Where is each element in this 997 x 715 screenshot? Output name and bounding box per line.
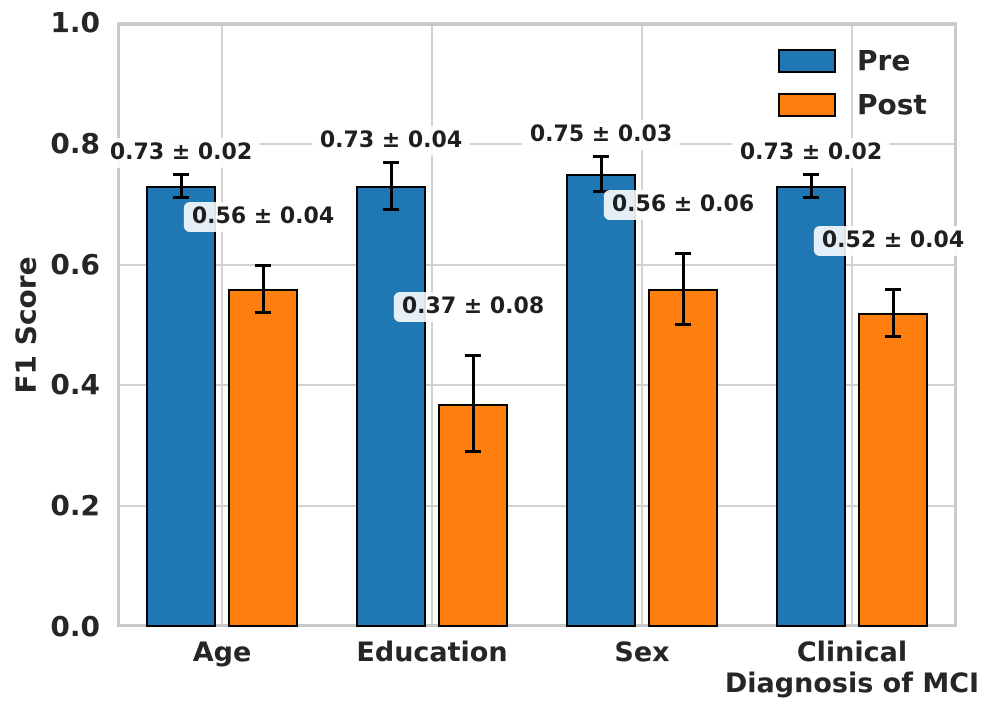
- y-tick-label-0.4: 0.4: [50, 368, 100, 402]
- legend-label-post: Post: [857, 88, 927, 121]
- value-label-pre-clinical-diagnosis-of-mci: 0.73 ± 0.02: [731, 138, 891, 168]
- gridline-x-sex: [641, 23, 643, 627]
- errorbar-cap-top-post-education: [465, 354, 481, 358]
- x-tick-label-clinical-diagnosis-of-mci: Clinical Diagnosis of MCI: [724, 637, 980, 699]
- errorbar-cap-top-post-sex: [675, 251, 691, 255]
- errorbar-cap-bottom-post-age: [255, 310, 271, 314]
- bar-pre-education: [356, 186, 426, 627]
- value-label-post-sex: 0.56 ± 0.06: [603, 189, 763, 220]
- errorbar-pre-clinical-diagnosis-of-mci: [809, 174, 813, 199]
- y-tick-label-0.6: 0.6: [50, 247, 100, 281]
- legend-label-pre: Pre: [857, 44, 911, 77]
- gridline-y-0.6: [117, 263, 957, 266]
- errorbar-post-sex: [681, 252, 685, 325]
- y-tick-label-0.0: 0.0: [50, 610, 100, 643]
- legend-swatch-post: [778, 93, 836, 117]
- errorbar-cap-bottom-pre-education: [383, 208, 399, 212]
- errorbar-pre-sex: [599, 155, 603, 193]
- errorbar-pre-age: [179, 174, 183, 199]
- errorbar-cap-bottom-pre-clinical-diagnosis-of-mci: [803, 196, 819, 200]
- errorbar-cap-bottom-pre-sex: [593, 190, 609, 194]
- legend-item-post: Post: [778, 91, 927, 119]
- errorbar-cap-bottom-post-education: [465, 449, 481, 453]
- legend-item-pre: Pre: [778, 47, 927, 75]
- y-tick-label-1.0: 1.0: [50, 6, 100, 39]
- errorbar-cap-bottom-pre-age: [173, 196, 189, 200]
- value-label-pre-age: 0.73 ± 0.02: [101, 138, 261, 168]
- x-tick-label-education: Education: [356, 637, 508, 668]
- value-label-pre-education: 0.73 ± 0.04: [311, 125, 471, 156]
- value-label-post-clinical-diagnosis-of-mci: 0.52 ± 0.04: [813, 225, 973, 256]
- y-tick-label-0.2: 0.2: [50, 489, 100, 523]
- gridline-x-clinical-diagnosis-of-mci: [851, 23, 853, 627]
- bar-post-sex: [648, 288, 718, 627]
- legend: Pre Post: [778, 47, 927, 135]
- errorbar-cap-top-pre-age: [173, 173, 189, 176]
- errorbar-cap-top-post-clinical-diagnosis-of-mci: [885, 287, 901, 291]
- errorbar-post-age: [261, 264, 265, 313]
- errorbar-cap-top-pre-sex: [593, 154, 609, 158]
- gridline-x-age: [221, 23, 223, 627]
- errorbar-post-education: [471, 355, 475, 452]
- bar-post-clinical-diagnosis-of-mci: [858, 312, 928, 627]
- value-label-post-education: 0.37 ± 0.08: [393, 292, 553, 323]
- bar-pre-clinical-diagnosis-of-mci: [776, 186, 846, 627]
- bar-pre-sex: [566, 174, 636, 627]
- x-tick-label-age: Age: [192, 637, 252, 668]
- errorbar-cap-bottom-post-clinical-diagnosis-of-mci: [885, 335, 901, 339]
- errorbar-pre-education: [389, 161, 393, 211]
- legend-swatch-pre: [778, 49, 836, 73]
- errorbar-cap-top-pre-clinical-diagnosis-of-mci: [803, 173, 819, 176]
- errorbar-post-clinical-diagnosis-of-mci: [891, 288, 895, 338]
- y-tick-label-0.8: 0.8: [50, 126, 100, 160]
- plot-area: [117, 23, 957, 627]
- gridline-y-0.2: [117, 505, 957, 508]
- bar-post-age: [228, 288, 298, 627]
- x-tick-label-sex: Sex: [614, 637, 670, 668]
- bar-post-education: [438, 403, 508, 627]
- errorbar-cap-top-post-age: [255, 263, 271, 267]
- gridline-y-0.4: [117, 384, 957, 387]
- gridline-x-education: [431, 23, 433, 627]
- bar-pre-age: [146, 186, 216, 627]
- value-label-post-age: 0.56 ± 0.04: [183, 201, 343, 232]
- value-label-pre-sex: 0.75 ± 0.03: [521, 119, 681, 150]
- errorbar-cap-bottom-post-sex: [675, 323, 691, 326]
- errorbar-cap-top-pre-education: [383, 160, 399, 164]
